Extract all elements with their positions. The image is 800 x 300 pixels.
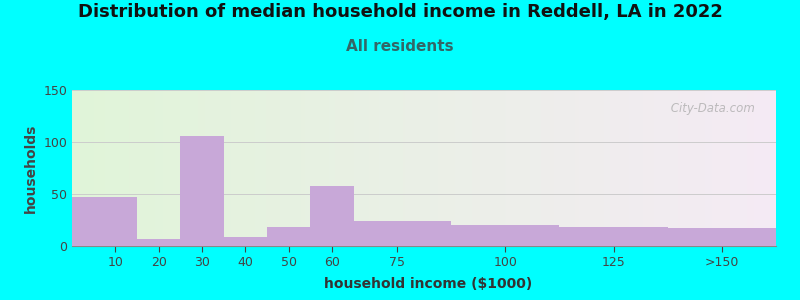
Text: household income ($1000): household income ($1000) (324, 277, 532, 291)
Bar (224, 237, 267, 246)
Text: Distribution of median household income in Reddell, LA in 2022: Distribution of median household income … (78, 3, 722, 21)
Bar (559, 227, 668, 246)
Bar (668, 228, 776, 246)
Bar (310, 186, 354, 246)
Bar (137, 239, 180, 246)
Bar (72, 197, 137, 246)
Bar (267, 227, 310, 246)
Bar (354, 221, 451, 246)
Text: City-Data.com: City-Data.com (667, 103, 755, 116)
Bar (180, 136, 224, 246)
Y-axis label: households: households (24, 123, 38, 213)
Text: All residents: All residents (346, 39, 454, 54)
Bar (451, 225, 559, 246)
